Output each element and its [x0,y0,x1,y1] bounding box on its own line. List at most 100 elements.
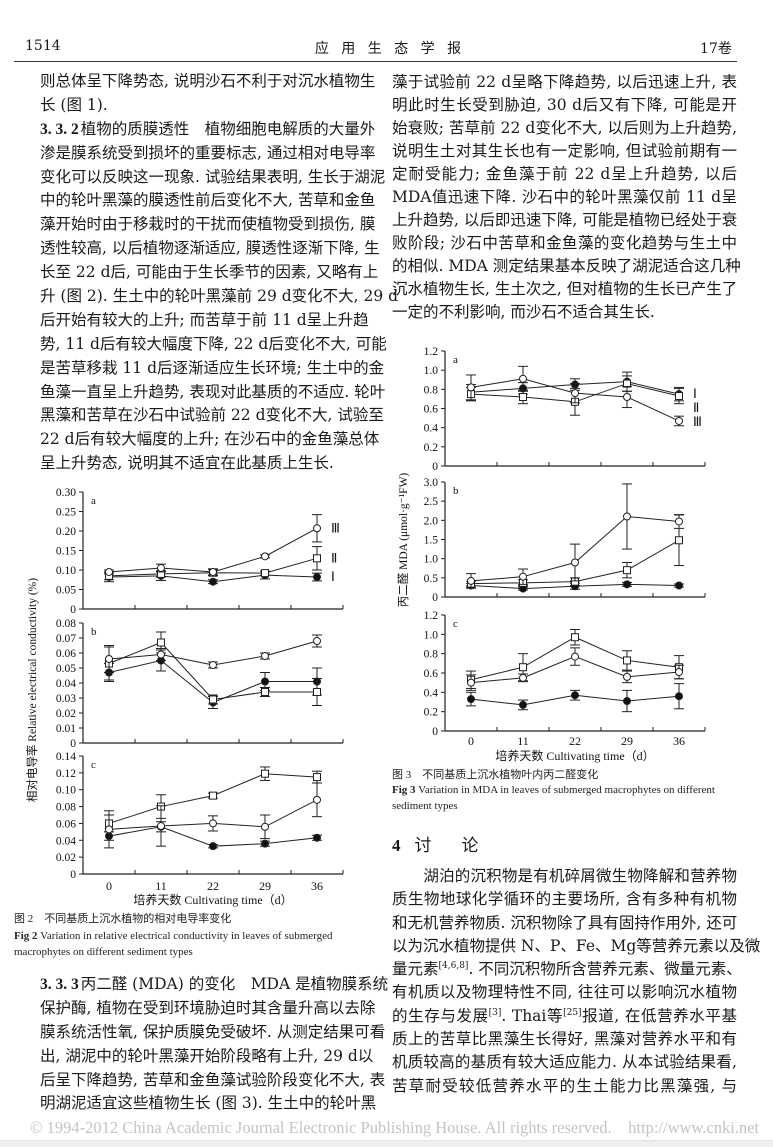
data-point-circle [105,567,113,576]
text-line: 明此时生长受到胁迫, 30 d后又有下降, 可能是开 [392,94,737,117]
data-point-circle [209,819,217,828]
data-point-square [209,695,217,704]
section-number: 4 [392,836,401,855]
text-line: 后呈下降趋势, 苦草和金鱼藻试验阶段变化不大, 表 [14,1069,385,1093]
text-line: 出, 湖泥中的轮叶黑藻开始阶段略有上升, 29 d以 [14,1045,373,1069]
text-line: 后开始有较大的上升; 而苦草于前 11 d呈上升趋 [40,309,369,333]
text-line: 渗是膜系统受到损坏的重要标志, 通过相对电导率 [40,142,375,166]
data-point-circle [675,517,683,526]
y-tick-label: 0.02 [56,852,76,864]
fig2-caption-en-line1: Variation in relative electrical conduct… [40,930,333,942]
data-point-filled [209,577,217,586]
text-segment: 长至 22 d后, 可能由于生长季节的因素, 又略有上 [40,263,379,282]
text-segment: 渗是膜系统受到损坏的重要标志, 通过相对电导率 [40,143,376,162]
text-segment: 植物的质膜透性 植物细胞电解质的大量外 [80,119,376,138]
text-line: 长至 22 d后, 可能由于生长季节的因素, 又略有上 [40,261,378,285]
data-point-circle [105,825,113,834]
data-point-circle [261,552,269,561]
series-line [108,641,317,701]
text-line: 和无机营养物质. 沉积物除了具有固持作用外, 还可 [392,912,737,935]
panel-b: 0 0.5 1.0 1.5 2.0 2.5 3.0 b [424,477,706,604]
text-segment: 一定的不利影响, 而沙石不适合其生长. [392,303,655,321]
text-line: 以为沉水植物提供 N、P、Fe、Mg等营养元素以及微 [392,935,760,958]
text-line: 3. 3. 2 植物的质膜透性 植物细胞电解质的大量外 [40,118,375,142]
y-tick-label: 0 [70,738,76,750]
y-tick-label: 0.4 [424,687,439,699]
y-tick-label: 0.07 [56,633,76,645]
panel-c: 0 0.02 0.04 0.06 0.08 0.10 0.12 0.14 c [56,751,344,881]
series-label: Ⅲ [693,414,702,429]
y-tick-label: 0.05 [56,663,76,675]
panel-c: 0 0.2 0.4 0.6 0.8 1.0 1.2 c [424,610,706,738]
y-tick-label: 3.0 [424,477,439,489]
fig3-caption-en-line1: Variation in MDA in leaves of submerged … [418,784,715,796]
text-line: MDA值迅速下降. 沙石中的轮叶黑藻仅前 11 d呈 [392,186,737,209]
text-line: 说明生土对其生长也有一定影响, 但试验前期有一 [392,140,737,163]
series-open-circle [104,514,322,576]
right-column-text: 藻于试验前 22 d呈略下降趋势, 以后迅速上升, 表明此时生长受到胁迫, 30… [392,71,741,324]
text-segment: . 不同沉积物所含营养元素、微量元素、 [468,960,742,979]
y-tick-label: 0.25 [56,507,76,519]
data-point-square [675,392,683,401]
paragraph: 藻于试验前 22 d呈略下降趋势, 以后迅速上升, 表明此时生长受到胁迫, 30… [392,71,741,324]
fig2-caption-en-line2: macrophytes on different sediment types [14,946,193,958]
paragraph: 则总体呈下降势态, 说明沙石不利于对沉水植物生长 (图 1). [40,70,375,118]
text-line: 藻于试验前 22 d呈略下降趋势, 以后迅速上升, 表 [392,71,737,94]
y-tick-label: 0.08 [56,618,76,630]
data-point-square [623,656,631,665]
text-segment: 藻开始时由于移栽时的干扰而使植物受到损伤, 膜 [40,215,376,234]
x-tick-label: 36 [311,879,323,893]
text-segment: 报道, 在低营养水平基 [581,1006,737,1025]
text-segment: 明此时生长受到胁迫, 30 d后又有下降, 可能是开 [392,96,737,114]
y-tick-label: 1.5 [424,535,439,547]
y-tick-label: 0 [70,604,76,616]
x-tick-label: 11 [517,734,529,748]
data-point-square [519,663,527,672]
data-point-circle [675,668,683,677]
data-point-circle [467,383,475,392]
y-tick-label: 0.14 [56,751,76,763]
x-tick-label: 0 [106,879,112,893]
text-line: 量元素[4,6,8]. 不同沉积物所含营养元素、微量元素、 [392,958,742,981]
x-tick-label: 29 [621,734,633,748]
y-tick-label: 0.8 [424,384,439,396]
y-tick-label: 0.30 [56,487,76,499]
text-segment: 丙二醛 (MDA) 的变化 MDA 是植物膜系统 [80,975,389,993]
data-point-filled [209,842,217,851]
text-segment: 沉水植物生长, 生土次之, 但对植物的生长已产生了 [392,280,738,298]
data-point-square [519,393,527,401]
y-tick-label: 0.08 [56,802,76,814]
series-label: Ⅰ [693,386,697,401]
panel-label: c [453,618,458,630]
y-axis-title: 相对电导率 Relative electrical conductivity (… [25,578,39,802]
y-tick-label: 0.05 [56,585,76,597]
y-tick-label: 0.04 [56,835,76,847]
data-point-filled [313,833,321,842]
page-bottom-edge [0,1140,773,1147]
text-segment: 藻于试验前 22 d呈略下降趋势, 以后迅速上升, 表 [392,73,737,91]
y-tick-label: 0.04 [56,678,76,690]
y-tick-label: 0 [432,461,438,473]
series-label: Ⅲ [331,520,340,535]
text-line: 3. 3. 3 丙二醛 (MDA) 的变化 MDA 是植物膜系统 [14,973,388,997]
text-segment: 有机质以及物理特性不同, 往往可以影响沉水植物 [392,983,737,1002]
citation: [25] [563,1007,582,1018]
volume: 17卷 [700,41,732,57]
text-segment: 质生物地球化学循环的主要场所, 含有多种有机物 [392,890,737,909]
y-tick-label: 0.20 [56,526,76,538]
text-line: 有机质以及物理特性不同, 往往可以影响沉水植物 [392,981,737,1004]
y-tick-label: 0.2 [424,707,439,719]
text-segment: 量元素 [392,960,439,979]
figure-2-chart: 0 0.05 0.10 0.15 0.20 0.25 0.30 a Ⅲ Ⅱ Ⅰ 0 0.01 0.02 0.… [25,487,344,907]
section-4-heading: 4 讨论 [392,831,509,856]
data-point-filled [623,697,631,706]
y-tick-label: 0.06 [56,818,76,830]
text-line: 苦草耐受较低营养水平的生土能力比黑藻强, 与 [392,1075,737,1098]
paragraph: 湖泊的沉积物是有机碎屑微生物降解和营养物 质生物地球化学循环的主要场所, 含有多种… [392,865,760,1098]
text-segment: 后开始有较大的上升; 而苦草于前 11 d呈上升趋 [40,310,369,329]
y-tick-label: 0.2 [424,442,439,454]
data-point-circle [313,795,321,804]
text-segment: 黑藻和苦草在沙石中试验前 22 d变化不大, 试验至 [40,406,384,425]
series-open-circle [466,483,684,589]
